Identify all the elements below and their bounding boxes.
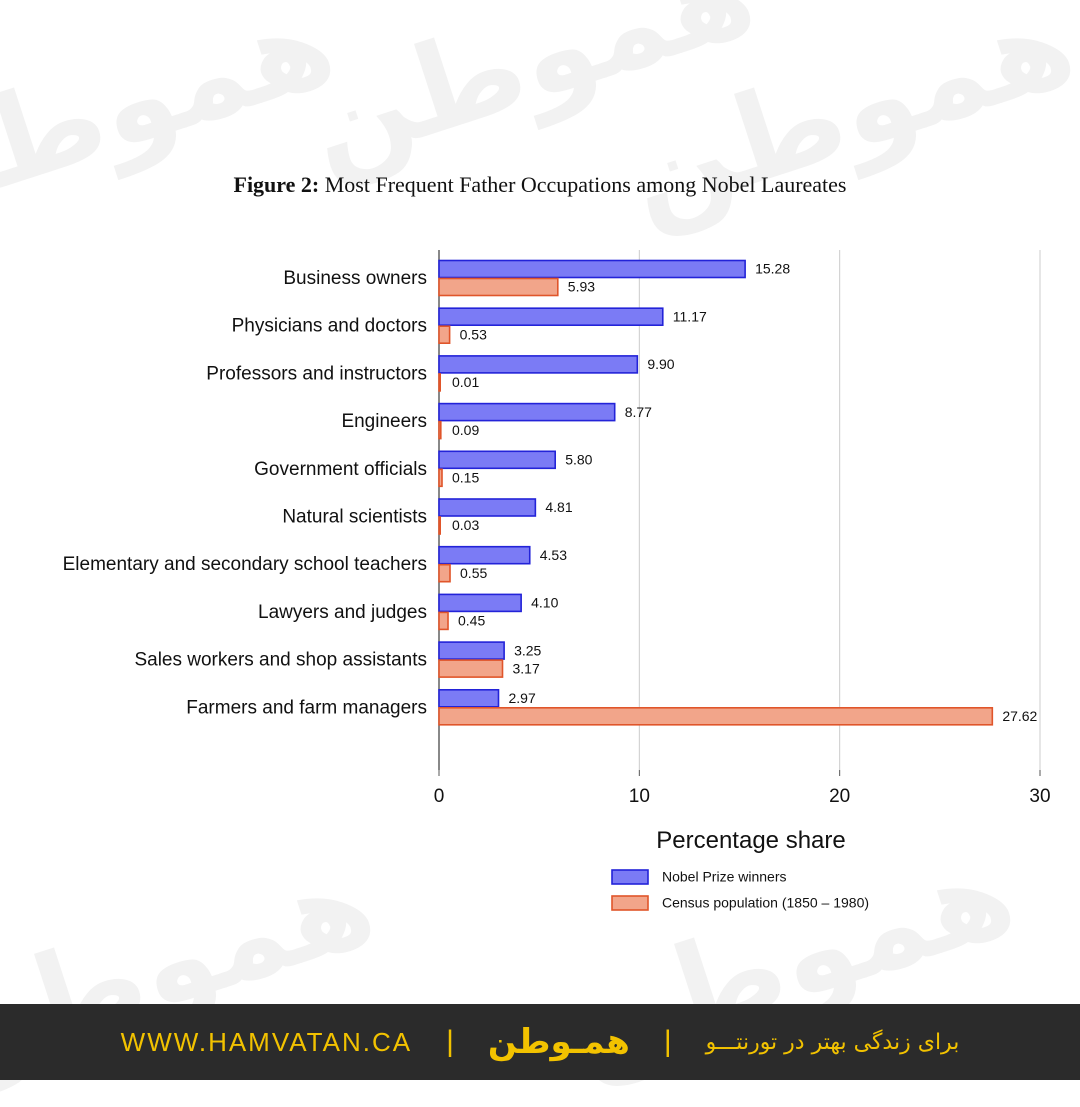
data-label: 11.17: [673, 308, 707, 324]
bar-chart: Business owners 15.28 5.93 Physicians and d…: [63, 250, 1051, 911]
legend-swatch: [611, 869, 649, 885]
data-label: 4.10: [531, 595, 558, 611]
data-label: 4.81: [545, 499, 572, 515]
watermark-logo: هموطن: [289, 0, 771, 197]
x-tick-label: 10: [629, 786, 650, 807]
data-label: 4.53: [540, 547, 567, 563]
category-label: Professors and instructors: [206, 363, 427, 384]
data-label: 5.80: [565, 452, 592, 468]
bar-census: [438, 659, 504, 678]
legend-swatch: [611, 895, 649, 911]
category-label: Natural scientists: [282, 507, 427, 528]
bar-nobel: [438, 307, 664, 326]
data-label: 9.90: [647, 356, 674, 372]
data-label: 0.09: [452, 422, 479, 438]
bar-census: [438, 420, 442, 440]
category-label: Physicians and doctors: [232, 316, 427, 337]
bar-nobel: [438, 593, 522, 613]
bar-census: [438, 373, 442, 392]
category-label: Engineers: [341, 411, 427, 432]
footer-separator: |: [446, 1025, 454, 1058]
data-label: 3.17: [513, 660, 540, 676]
website-link[interactable]: WWW.HAMVATAN.CA: [120, 1026, 413, 1057]
bar-census: [438, 563, 451, 583]
data-label: 0.53: [460, 326, 487, 342]
bar-nobel: [438, 545, 531, 565]
bar-census: [438, 468, 443, 488]
category-label: Elementary and secondary school teachers: [63, 554, 427, 575]
data-label: 0.03: [452, 517, 479, 533]
data-label: 0.01: [452, 374, 479, 390]
bar-nobel: [438, 259, 746, 279]
bar-census: [438, 706, 994, 726]
data-label: 0.15: [452, 470, 479, 486]
bar-nobel: [438, 498, 537, 517]
legend-label: Nobel Prize winners: [662, 869, 787, 885]
figure-label: Figure 2:: [233, 172, 320, 197]
bar-census: [438, 611, 449, 631]
data-label: 8.77: [625, 404, 652, 420]
category-label: Sales workers and shop assistants: [134, 650, 427, 671]
bar-nobel: [438, 688, 500, 708]
bar-nobel: [438, 450, 556, 470]
category-label: Lawyers and judges: [258, 602, 427, 623]
x-axis-title: Percentage share: [656, 827, 845, 854]
footer-bar: WWW.HAMVATAN.CA | همـوطن | برای زندگی به…: [0, 1004, 1080, 1080]
brand-logo: همـوطن: [487, 1022, 630, 1062]
data-label: 15.28: [755, 261, 790, 277]
data-label: 0.55: [460, 565, 487, 581]
watermark-logo: هموطن: [609, 0, 1080, 247]
figure-title-text: Most Frequent Father Occupations among N…: [324, 172, 847, 197]
data-label: 2.97: [508, 690, 535, 706]
data-label: 5.93: [568, 279, 595, 295]
watermark-logo: هموطن: [0, 0, 351, 247]
x-tick-label: 0: [434, 786, 445, 807]
x-tick-label: 20: [829, 786, 850, 807]
data-label: 0.45: [458, 613, 485, 629]
bar-census: [438, 325, 451, 344]
legend-label: Census population (1850 – 1980): [662, 895, 869, 911]
category-label: Farmers and farm managers: [186, 697, 427, 718]
bar-nobel: [438, 402, 616, 422]
data-label: 27.62: [1002, 708, 1037, 724]
category-label: Government officials: [254, 459, 427, 480]
bar-nobel: [438, 641, 505, 660]
bar-census: [438, 516, 442, 535]
bar-nobel: [438, 355, 639, 374]
figure-title: Figure 2: Most Frequent Father Occupatio…: [0, 172, 1080, 198]
footer-separator: |: [663, 1025, 672, 1058]
data-label: 3.25: [514, 642, 541, 658]
category-label: Business owners: [283, 268, 427, 289]
footer-tagline: برای زندگی بهتر در تورنتـــو: [705, 1029, 960, 1055]
x-tick-label: 30: [1029, 786, 1050, 807]
bar-census: [438, 277, 559, 297]
